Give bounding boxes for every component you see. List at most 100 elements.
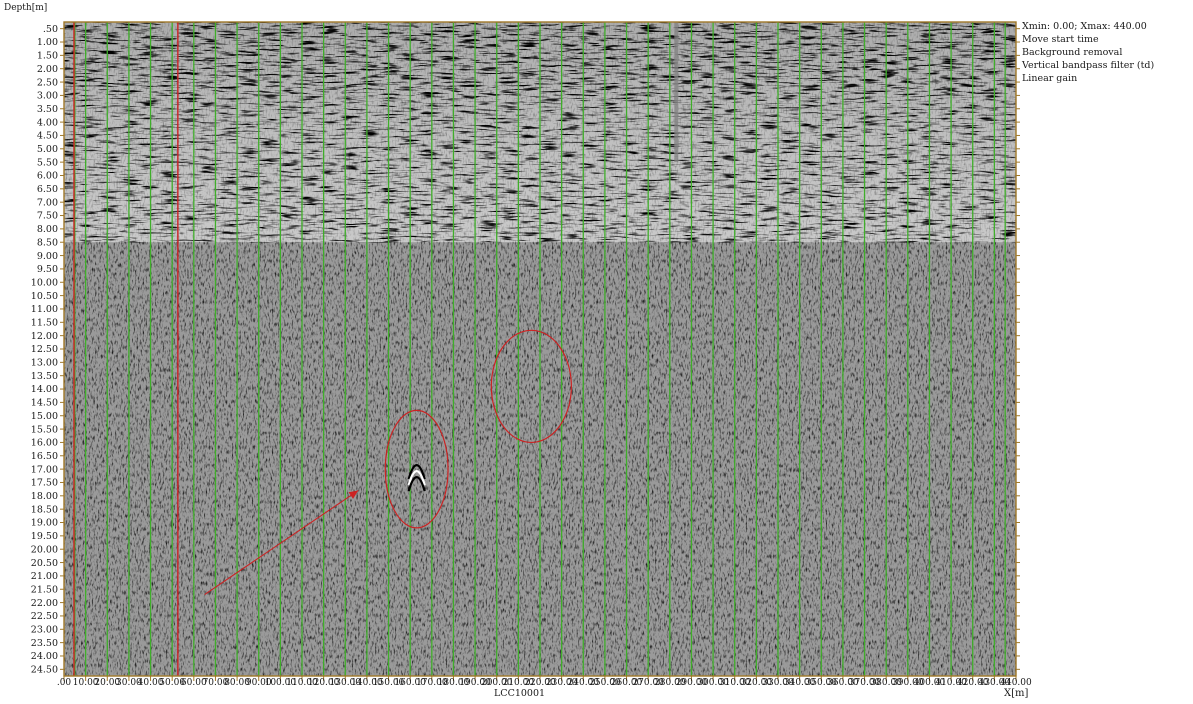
y-tick-label: 6.00	[37, 171, 58, 182]
y-tick-label: 9.00	[37, 251, 58, 262]
x-range-label: Xmin: 0.00; Xmax: 440.00	[1022, 21, 1147, 32]
x-tick-label: 250.00	[589, 678, 621, 688]
y-tick-label: 10.00	[31, 277, 58, 288]
y-tick-label: 19.00	[31, 518, 58, 529]
x-tick-label: 140.00	[351, 678, 383, 688]
y-tick-label: 20.50	[31, 558, 58, 569]
arrow-line	[204, 490, 359, 596]
y-tick-label: 5.50	[37, 157, 58, 168]
y-tick-label: 19.50	[31, 531, 58, 542]
processing-step: Move start time	[1022, 34, 1099, 45]
anomaly-ellipse	[490, 329, 572, 444]
y-tick-label: 14.50	[31, 398, 58, 409]
hyperbola-reflection	[407, 464, 426, 480]
x-tick-label: 240.00	[568, 678, 600, 688]
x-tick-label: 20.00	[94, 678, 120, 688]
y-tick-label: 7.50	[37, 211, 58, 222]
y-tick-label: 4.00	[37, 117, 58, 128]
x-tick-label: 440.00	[1000, 678, 1032, 688]
x-tick-label: 120.00	[308, 678, 340, 688]
y-tick-label: 3.00	[37, 91, 58, 102]
y-tick-label: 16.50	[31, 451, 58, 462]
x-tick-label: 60.00	[181, 678, 207, 688]
processing-step: Background removal	[1022, 47, 1123, 58]
arrow-head	[348, 490, 359, 499]
x-tick-label: 80.00	[224, 678, 250, 688]
x-tick-label: 110.00	[286, 678, 318, 688]
y-tick-label: 6.50	[37, 184, 58, 195]
y-tick-label: 13.00	[31, 358, 58, 369]
y-tick-label: 17.00	[31, 464, 58, 475]
x-tick-label: 350.00	[806, 678, 838, 688]
x-tick-label: 130.00	[330, 678, 362, 688]
y-tick-label: 9.50	[37, 264, 58, 275]
y-tick-label: 2.50	[37, 77, 58, 88]
y-tick-label: 2.00	[37, 64, 58, 75]
x-tick-label: 360.00	[827, 678, 859, 688]
y-tick-label: 21.00	[31, 571, 58, 582]
processing-step: Vertical bandpass filter (td)	[1022, 60, 1155, 71]
x-tick-label: 70.00	[203, 678, 229, 688]
y-tick-label: 18.50	[31, 504, 58, 515]
x-tick-label: 190.00	[459, 678, 491, 688]
x-tick-label: 290.00	[676, 678, 708, 688]
x-tick-label: 370.00	[849, 678, 881, 688]
y-tick-label: 22.50	[31, 611, 58, 622]
x-tick-label: 150.00	[373, 678, 405, 688]
y-tick-label: 1.00	[37, 37, 58, 48]
y-tick-label: 12.00	[31, 331, 58, 342]
hyperbola-reflection	[407, 470, 426, 486]
x-tick-label: 300.00	[697, 678, 729, 688]
x-tick-label: 40.00	[138, 678, 164, 688]
y-tick-label: 17.50	[31, 478, 58, 489]
x-tick-label: 230.00	[546, 678, 578, 688]
y-tick-label: 11.50	[31, 318, 58, 329]
y-tick-label: 8.00	[37, 224, 58, 235]
y-tick-label: 18.00	[31, 491, 58, 502]
x-tick-label: 320.00	[741, 678, 773, 688]
x-tick-label: 330.00	[762, 678, 794, 688]
x-tick-label: 280.00	[654, 678, 686, 688]
y-tick-label: 8.50	[37, 237, 58, 248]
y-tick-label: 7.00	[37, 197, 58, 208]
x-tick-label: 380.00	[870, 678, 902, 688]
x-tick-label: 400.00	[914, 678, 946, 688]
y-tick-label: 5.00	[37, 144, 58, 155]
x-tick-label: 430.00	[979, 678, 1011, 688]
x-tick-label: 220.00	[524, 678, 556, 688]
y-tick-label: 24.00	[31, 651, 58, 662]
x-tick-label: 200.00	[481, 678, 513, 688]
x-tick-label: 90.00	[246, 678, 272, 688]
hyperbola-reflection	[407, 476, 426, 492]
processing-step: Linear gain	[1022, 73, 1078, 84]
x-tick-label: 100.00	[265, 678, 297, 688]
x-tick-label: 260.00	[611, 678, 643, 688]
x-tick-label: 390.00	[892, 678, 924, 688]
y-tick-label: 15.00	[31, 411, 58, 422]
x-tick-label: .00	[57, 678, 72, 688]
y-tick-label: 21.50	[31, 584, 58, 595]
y-axis-title: Depth[m]	[4, 3, 48, 13]
y-tick-label: 23.00	[31, 624, 58, 635]
x-tick-label: 410.00	[935, 678, 967, 688]
y-tick-label: 22.00	[31, 598, 58, 609]
x-axis-title: X[m]	[1004, 688, 1029, 699]
x-tick-label: 170.00	[416, 678, 448, 688]
x-tick-label: 420.00	[957, 678, 989, 688]
x-tick-label: 210.00	[503, 678, 535, 688]
y-tick-label: 10.50	[31, 291, 58, 302]
y-tick-label: 4.50	[37, 131, 58, 142]
trace-artifact	[674, 22, 679, 163]
x-tick-label: 340.00	[784, 678, 816, 688]
y-tick-label: 23.50	[31, 638, 58, 649]
y-tick-label: 3.50	[37, 104, 58, 115]
y-tick-label: 1.50	[37, 51, 58, 62]
y-tick-label: 14.00	[31, 384, 58, 395]
x-tick-label: 30.00	[116, 678, 142, 688]
y-tick-label: 13.50	[31, 371, 58, 382]
y-tick-label: 12.50	[31, 344, 58, 355]
y-tick-label: 15.50	[31, 424, 58, 435]
x-tick-label: 50.00	[159, 678, 185, 688]
x-tick-label: 180.00	[438, 678, 470, 688]
